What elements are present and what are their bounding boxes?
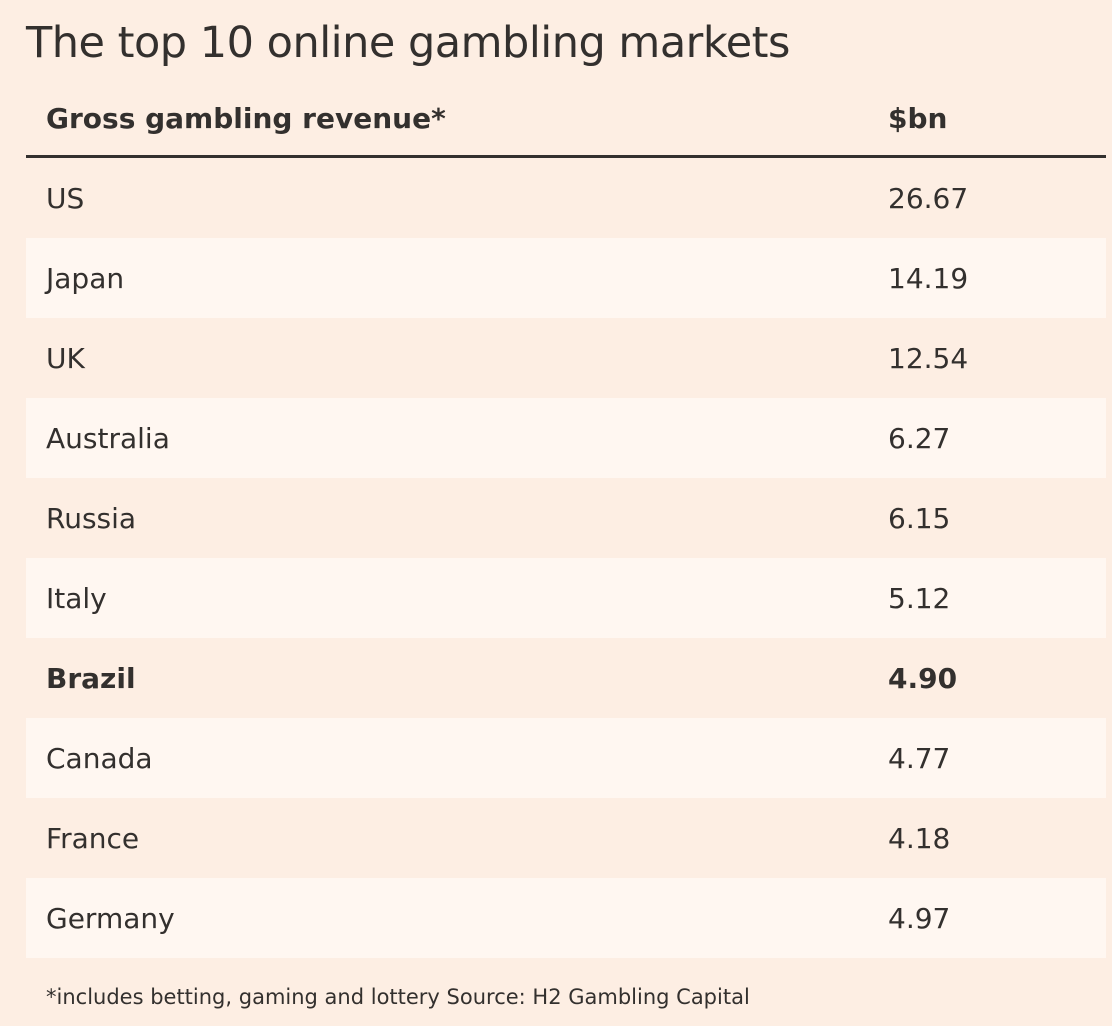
value-cell: 12.54 — [888, 342, 969, 375]
table-row: Australia 6.27 — [26, 398, 1106, 478]
value-cell: 14.19 — [888, 262, 969, 295]
table-row: Italy 5.12 — [26, 558, 1106, 638]
value-cell: 4.90 — [888, 662, 958, 695]
country-cell: Brazil — [46, 662, 136, 695]
country-cell: Japan — [46, 262, 125, 295]
value-cell: 4.77 — [888, 742, 951, 775]
table-header: Gross gambling revenue* $bn — [26, 82, 1106, 158]
value-cell: 5.12 — [888, 582, 951, 615]
country-cell: Canada — [46, 742, 153, 775]
column-header-revenue: Gross gambling revenue* — [46, 102, 446, 135]
value-cell: 6.27 — [888, 422, 951, 455]
value-cell: 4.97 — [888, 902, 951, 935]
country-cell: Germany — [46, 902, 175, 935]
value-cell: 4.18 — [888, 822, 951, 855]
column-header-value: $bn — [888, 102, 948, 135]
source-footnote: *includes betting, gaming and lottery So… — [46, 985, 750, 1009]
table-row: UK 12.54 — [26, 318, 1106, 398]
table-row: Germany 4.97 — [26, 878, 1106, 958]
table-row: France 4.18 — [26, 798, 1106, 878]
country-cell: France — [46, 822, 140, 855]
country-cell: Australia — [46, 422, 170, 455]
country-cell: Russia — [46, 502, 137, 535]
country-cell: US — [46, 182, 85, 215]
value-cell: 26.67 — [888, 182, 969, 215]
table-row: Japan 14.19 — [26, 238, 1106, 318]
country-cell: UK — [46, 342, 85, 375]
table-row: Canada 4.77 — [26, 718, 1106, 798]
table-row: Russia 6.15 — [26, 478, 1106, 558]
data-table: Gross gambling revenue* $bn US 26.67 Jap… — [26, 82, 1106, 958]
country-cell: Italy — [46, 582, 107, 615]
table-row-highlighted: Brazil 4.90 — [26, 638, 1106, 718]
value-cell: 6.15 — [888, 502, 951, 535]
chart-title: The top 10 online gambling markets — [26, 18, 790, 68]
table-row: US 26.67 — [26, 158, 1106, 238]
